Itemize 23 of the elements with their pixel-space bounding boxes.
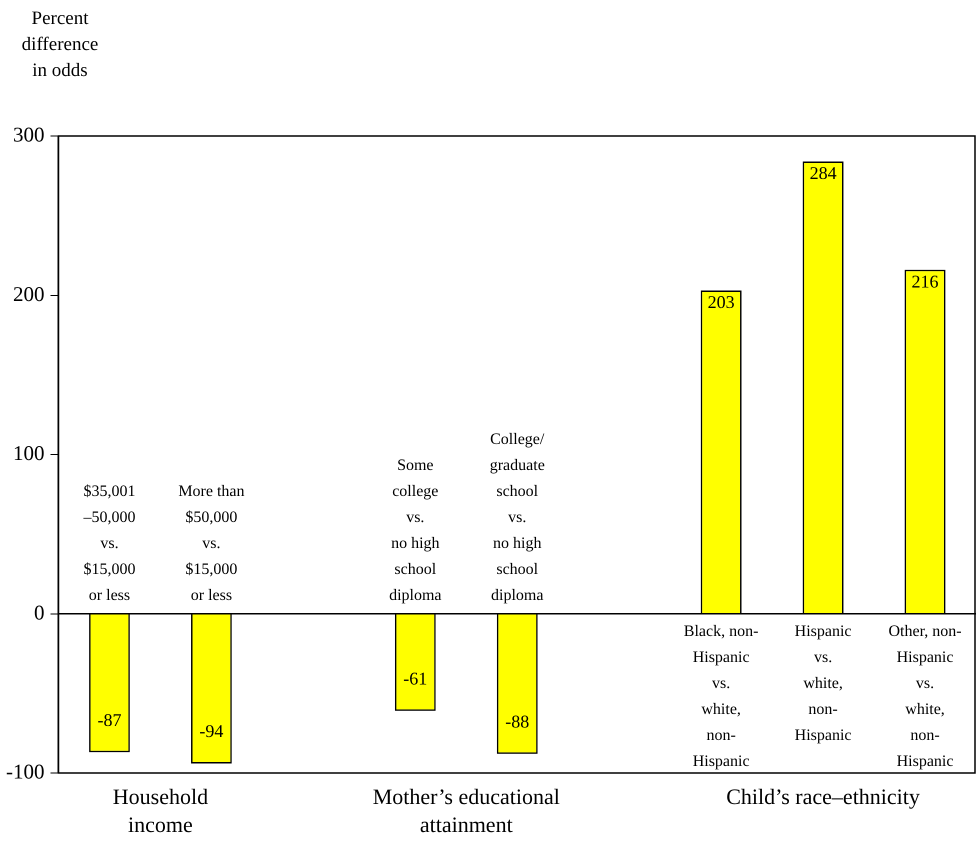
text: Household income (112, 783, 210, 839)
x-tick-label: $35,001 –50,000 vs. $15,000 or less (82, 482, 136, 604)
y-tick-label: 200 (12, 282, 44, 306)
x-tick-label: College/ graduate school vs. no high school diploma (490, 430, 545, 604)
y-tick-label: 100 (12, 441, 44, 466)
x-tick-label: Some college vs. no high school diploma (389, 456, 442, 604)
x-tick-label: Hispanic vs. white, non- Hispanic (794, 622, 852, 744)
text: Mother’s educational attainment (372, 783, 561, 839)
y-tick-label: 0 (34, 600, 44, 624)
data-label: 284 (810, 163, 837, 184)
x-tick-label: Other, non- Hispanic vs. white, non- Hispanic (888, 622, 962, 770)
y-tick-label: 300 (12, 122, 44, 147)
x-tick-label: More than $50,000 vs. $15,000 or less (178, 482, 245, 604)
data-label: -94 (199, 721, 224, 742)
x-tick-label: Black, non- Hispanic vs. white, non- Hispanic (684, 622, 758, 770)
data-label: -61 (403, 668, 428, 689)
data-label: 203 (708, 292, 735, 312)
text: Child’s race–ethnicity (725, 783, 921, 811)
data-label: -87 (97, 710, 122, 730)
y-axis-title: Percent difference in odds (20, 7, 100, 83)
y-tick-label: -100 (6, 760, 44, 784)
data-label: 216 (912, 272, 939, 292)
data-label: -88 (505, 712, 530, 732)
